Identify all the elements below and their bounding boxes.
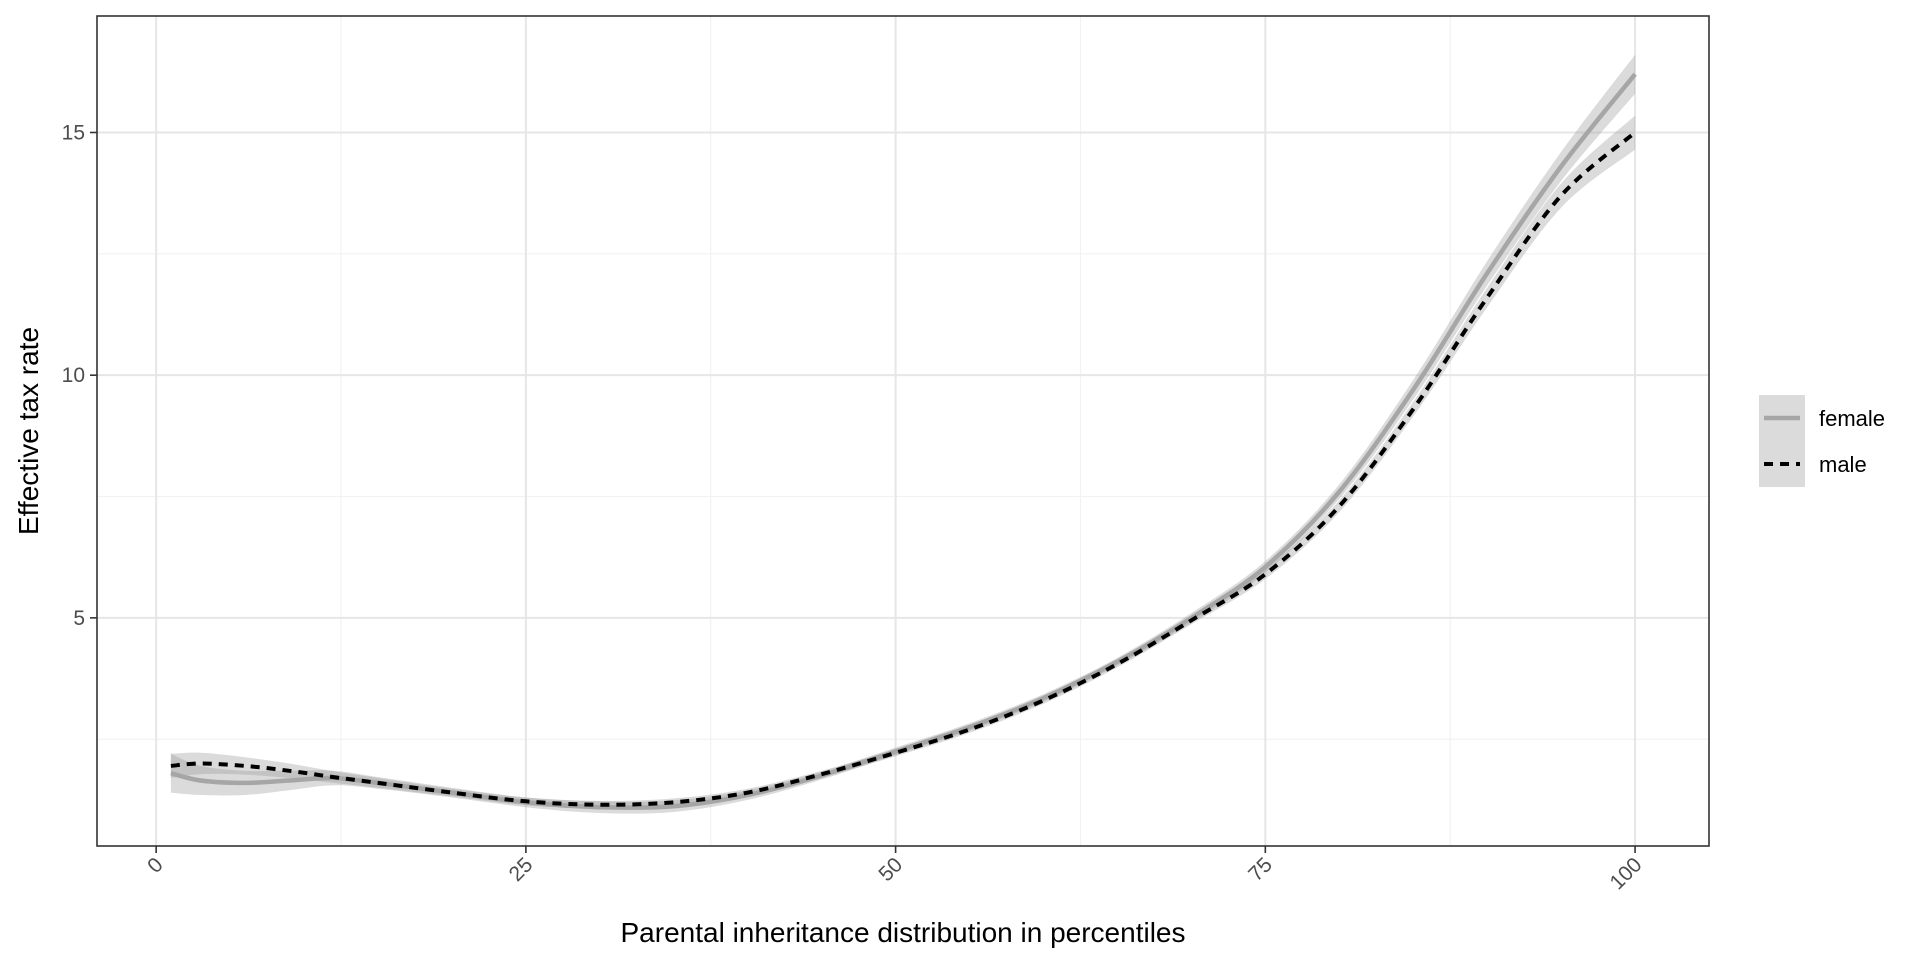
- legend-label-female: female: [1819, 406, 1885, 431]
- y-tick-label: 10: [62, 364, 85, 387]
- grid: [97, 16, 1709, 846]
- panel-border: [96, 15, 1710, 847]
- series-lines: [170, 72, 1637, 810]
- legend: female male: [1759, 395, 1885, 487]
- y-tick-label: 5: [73, 607, 85, 630]
- y-axis-title: Effective tax rate: [13, 327, 44, 535]
- series-line-male: [170, 130, 1637, 807]
- y-tick-label: 15: [62, 121, 85, 144]
- legend-label-male: male: [1819, 452, 1867, 477]
- x-axis-title: Parental inheritance distribution in per…: [621, 917, 1186, 948]
- series-line-female: [170, 72, 1637, 810]
